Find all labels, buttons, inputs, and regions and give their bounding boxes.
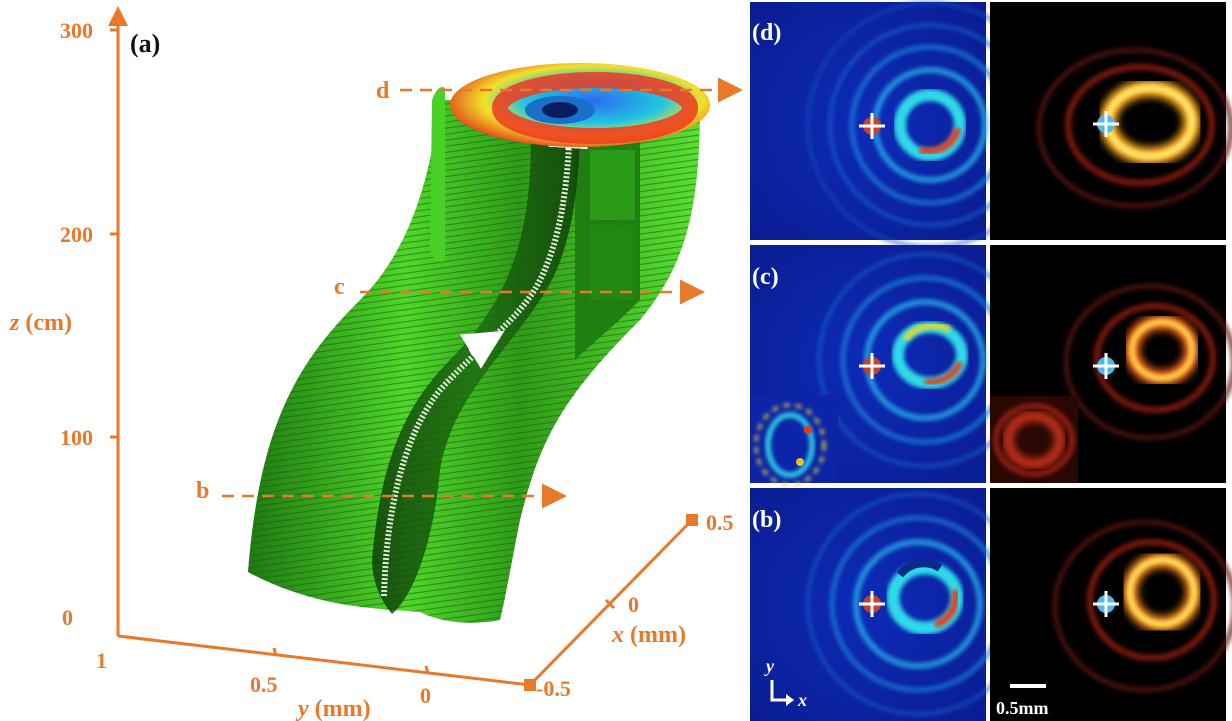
slice-label-c: c xyxy=(334,274,345,300)
cut-face-lower xyxy=(590,225,635,300)
exp-panel-d xyxy=(990,2,1232,240)
panel-a-label: (a) xyxy=(130,29,160,58)
slice-c-marker: c xyxy=(334,274,705,305)
coordinate-indicator: y x xyxy=(764,656,807,710)
z-tick-label: 0 xyxy=(62,605,73,630)
row-b: (b) y x xyxy=(750,488,1232,721)
axis-origin-marker xyxy=(524,679,536,691)
row-d: (d) xyxy=(750,1,1232,249)
sim-panel-b: (b) y x xyxy=(750,488,1030,721)
panel-a: 300 200 100 0 z (cm) 1 0.5 0 y (mm) 0.5 … xyxy=(9,6,743,721)
coord-axes-icon xyxy=(770,680,790,702)
x-axis-end-marker xyxy=(686,514,698,526)
y-axis-label: y (mm) xyxy=(295,696,371,721)
position-marker-icon xyxy=(859,113,885,139)
y-tick xyxy=(424,665,430,675)
exp-panel-c xyxy=(990,245,1232,483)
z-axis-label: z (cm) xyxy=(9,310,72,336)
slice-d-marker: d xyxy=(376,77,743,104)
y-tick xyxy=(272,647,278,657)
sim-panel-c: (c) xyxy=(750,245,1033,487)
x-tick xyxy=(604,598,616,610)
row-c: (c) xyxy=(750,245,1232,487)
z-tick-label: 100 xyxy=(60,425,93,450)
coord-x-label: x xyxy=(797,690,807,710)
x-tick-label: 0 xyxy=(628,592,639,617)
z-axis-arrowhead xyxy=(108,6,128,26)
position-marker-icon xyxy=(859,591,885,617)
inset-exp-c xyxy=(990,396,1078,483)
row-label-d: (d) xyxy=(752,20,781,46)
y-tick-label: 0 xyxy=(420,683,431,708)
position-marker-icon xyxy=(859,353,885,379)
sim-panel-d: (d) xyxy=(750,1,1054,249)
position-marker-icon xyxy=(1093,591,1119,617)
x-tick-label: 0.5 xyxy=(706,510,734,535)
y-tick-label: 1 xyxy=(96,648,107,673)
cap-core xyxy=(542,102,578,118)
x-axis-label: x (mm) xyxy=(611,622,686,648)
waveguide-left-fin xyxy=(430,87,445,262)
cap-hot-ring xyxy=(492,72,698,144)
z-tick-label: 200 xyxy=(60,222,93,247)
row-label-c: (c) xyxy=(752,264,779,290)
inset-sim-c xyxy=(750,395,838,487)
row-label-b: (b) xyxy=(752,507,781,533)
slice-b-marker: b xyxy=(196,478,567,509)
x-axis-line xyxy=(528,518,694,687)
curved-waveguide-3d xyxy=(248,63,710,623)
cross-section-grid: (d) xyxy=(744,0,1232,721)
y-axis-line xyxy=(117,634,531,687)
exp-panel-b: 0.5mm xyxy=(990,488,1232,721)
beam-arrow-mid xyxy=(459,330,505,369)
scale-bar-label: 0.5mm xyxy=(996,698,1049,718)
position-marker-icon xyxy=(1093,111,1119,137)
scale-bar: 0.5mm xyxy=(996,684,1049,718)
slice-label-b: b xyxy=(196,478,209,504)
cut-face-upper xyxy=(590,150,635,220)
y-tick-label: 0.5 xyxy=(250,672,278,697)
coord-y-label: y xyxy=(764,656,775,676)
slice-label-d: d xyxy=(376,78,390,104)
x-tick-label: -0.5 xyxy=(536,676,571,701)
position-marker-icon xyxy=(1093,353,1119,379)
z-tick-label: 300 xyxy=(60,18,93,43)
